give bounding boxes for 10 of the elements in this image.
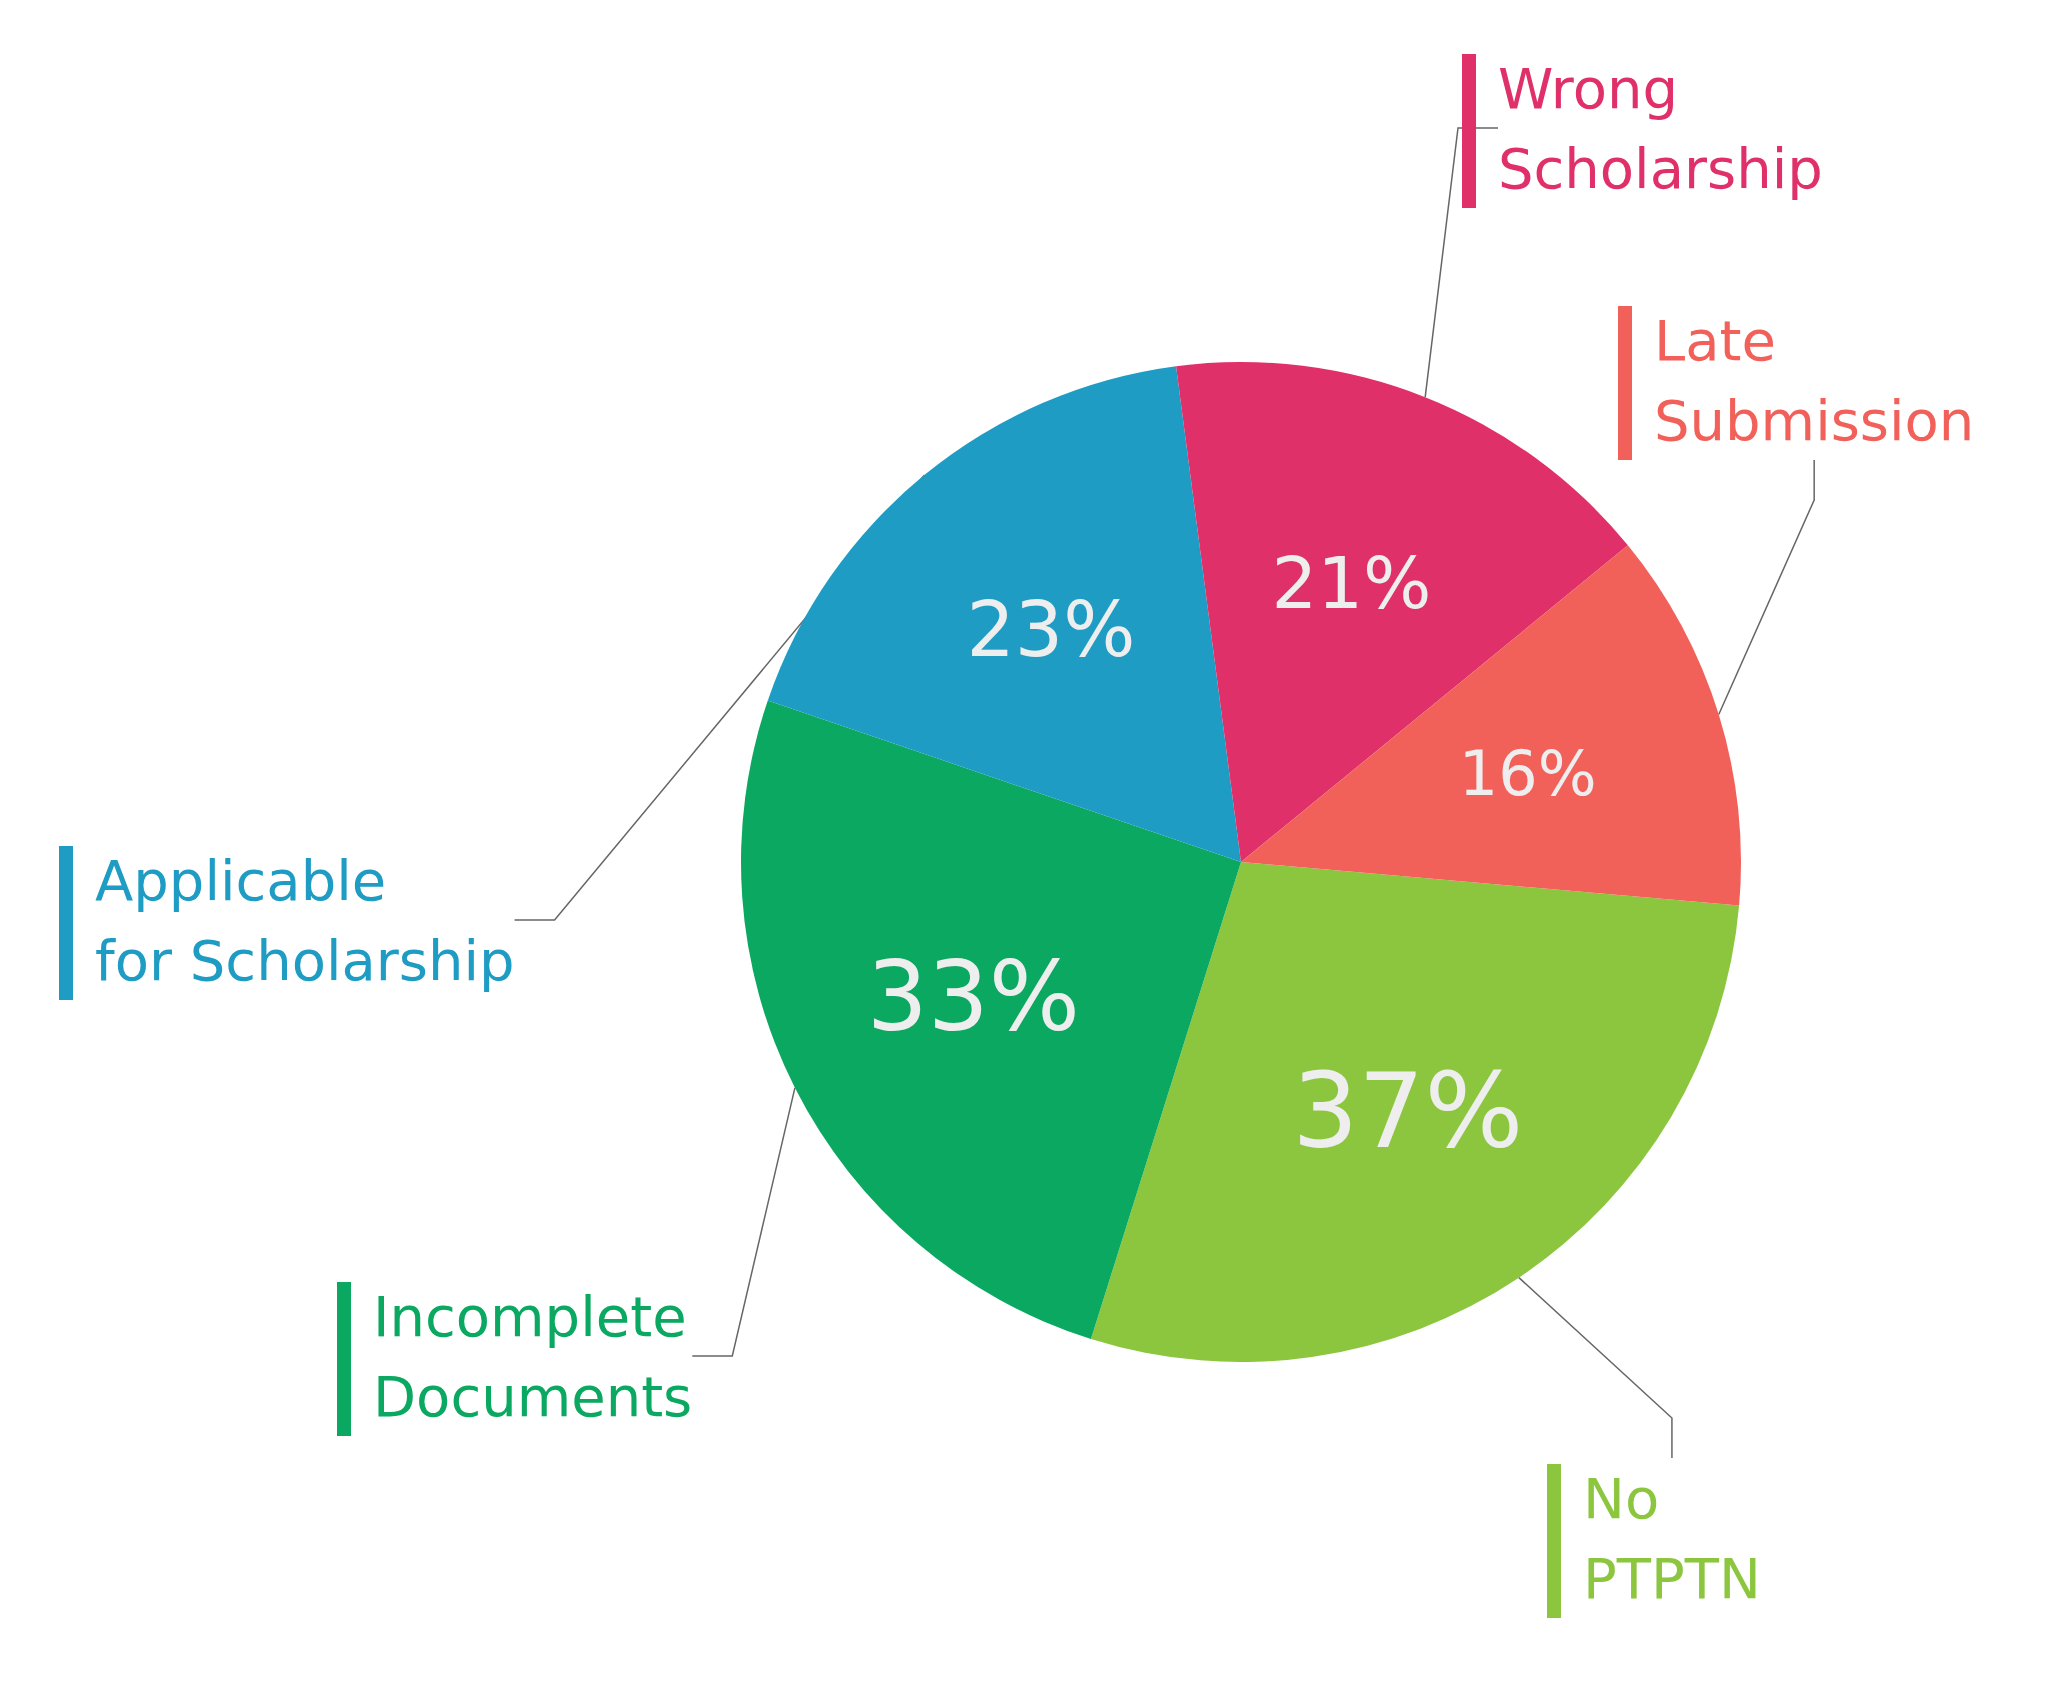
- slice-label: Incomplete Documents: [373, 1283, 693, 1429]
- data-label: 23%: [966, 585, 1136, 675]
- data-label: 21%: [1271, 541, 1432, 626]
- slice-label: Applicable for Scholarship: [95, 847, 515, 993]
- slice-label: No PTPTN: [1583, 1465, 1761, 1611]
- data-label: 37%: [1292, 1050, 1524, 1173]
- data-label: 33%: [866, 941, 1081, 1054]
- slice-label: Wrong Scholarship: [1498, 55, 1823, 201]
- slice-label: Late Submission: [1654, 307, 1975, 453]
- data-label: 16%: [1458, 737, 1597, 811]
